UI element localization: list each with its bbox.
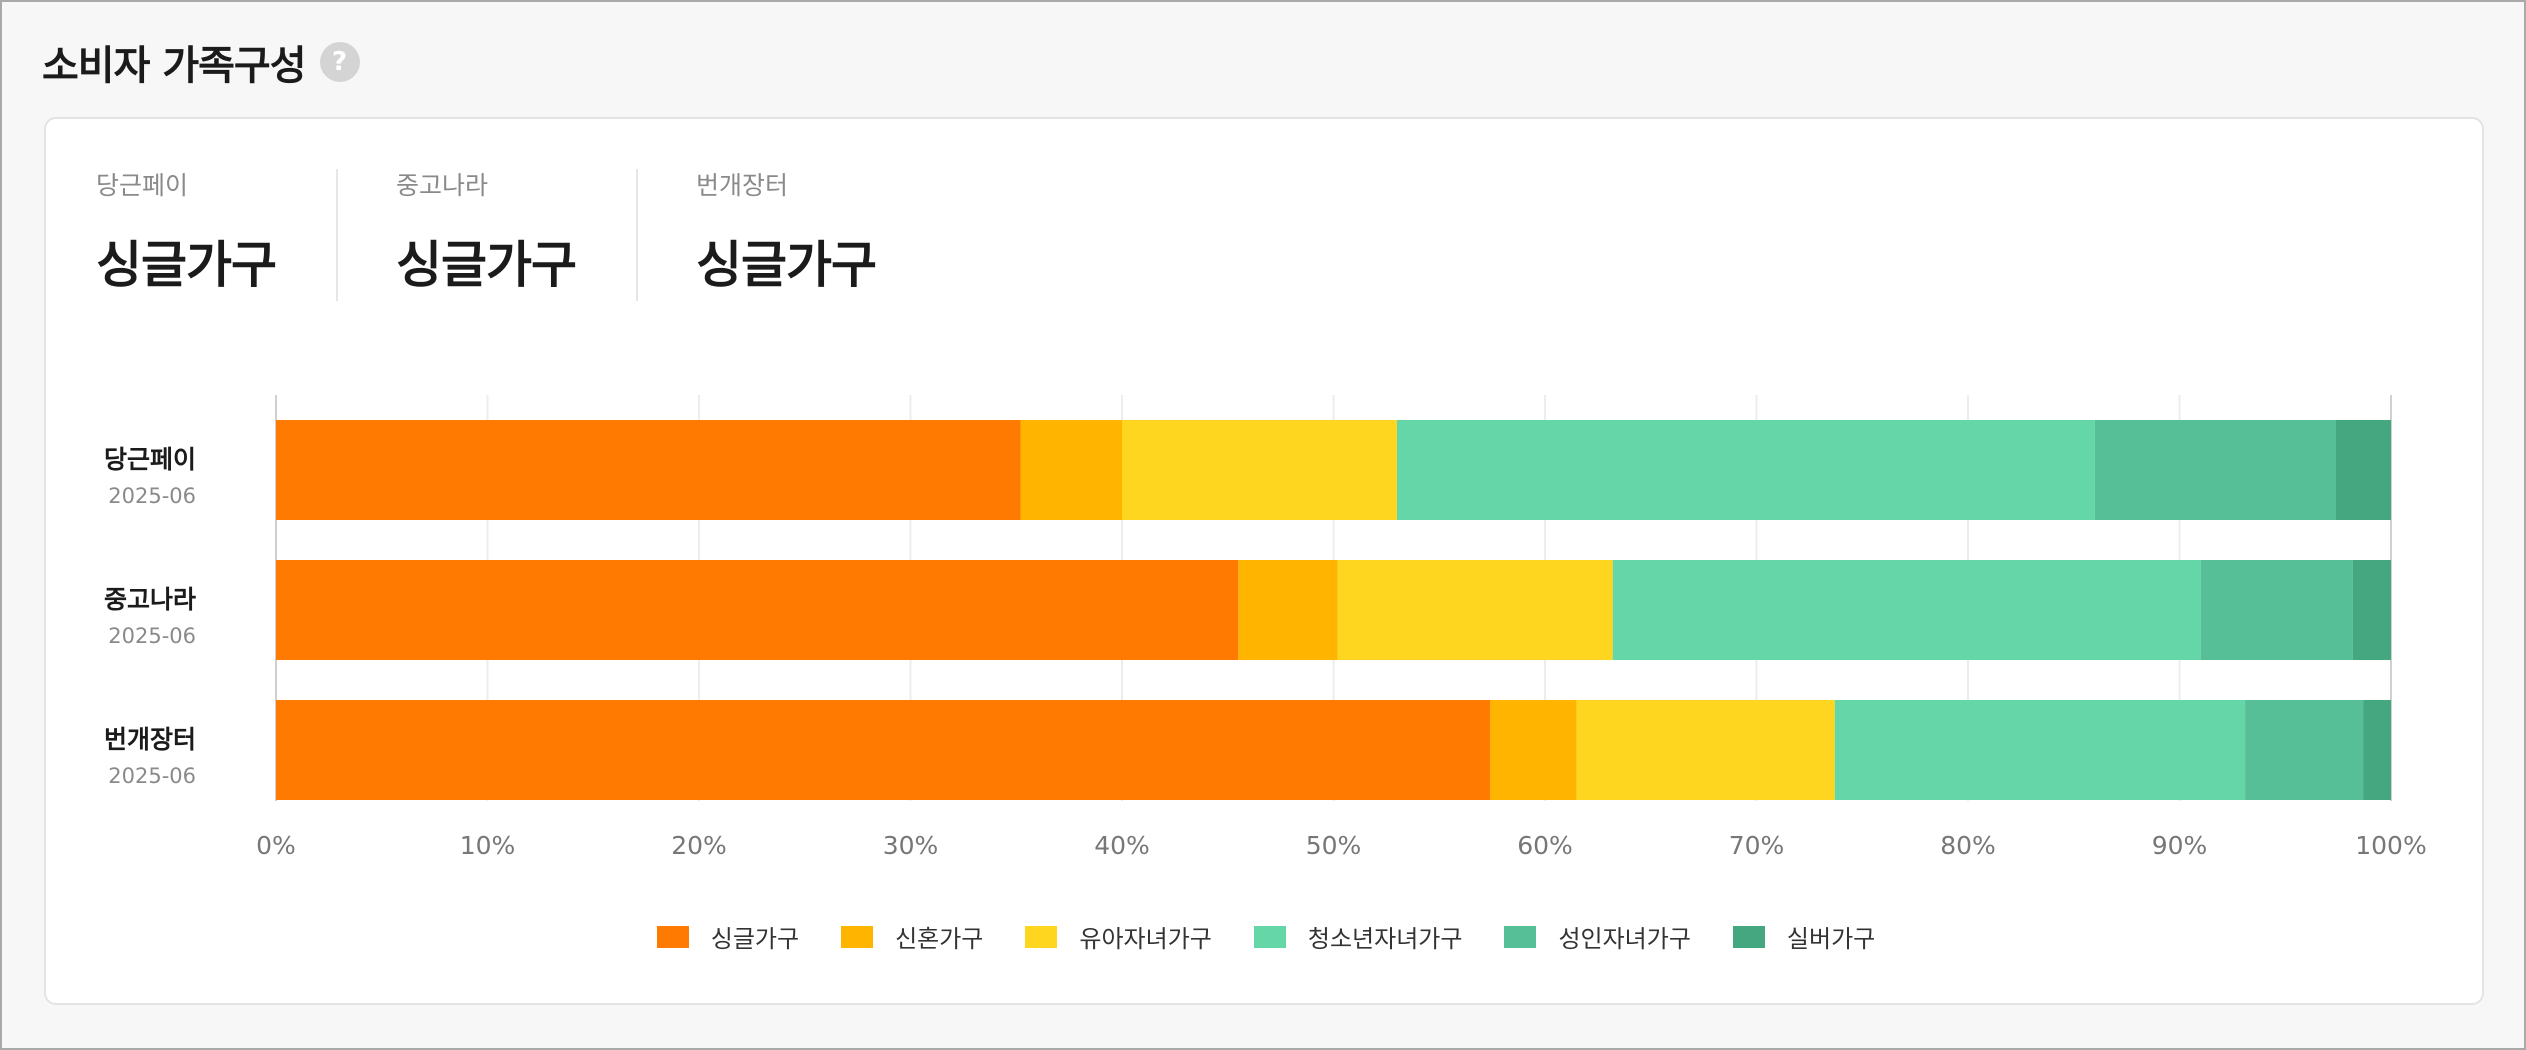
legend-label: 청소년자녀가구 xyxy=(1307,925,1463,953)
summary-value: 싱글가구 xyxy=(96,236,277,294)
bar-segment[interactable] xyxy=(2094,420,2337,520)
row-name: 중고나라 xyxy=(103,585,196,614)
legend-swatch xyxy=(841,925,874,948)
bar-segment[interactable] xyxy=(276,560,1239,660)
help-icon[interactable]: ? xyxy=(319,42,360,82)
legend-swatch xyxy=(656,925,689,948)
row-label: 번개장터 2025-06 xyxy=(104,720,196,788)
summary-label: 당근페이 xyxy=(96,171,189,200)
x-tick-label: 90% xyxy=(2152,831,2208,860)
x-tick-label: 70% xyxy=(1729,831,1785,860)
legend-swatch xyxy=(1504,925,1537,948)
x-tick-label: 100% xyxy=(2355,831,2426,860)
row-date: 2025-06 xyxy=(108,764,196,788)
legend-label: 신혼가구 xyxy=(895,925,984,953)
summary-item-bungaejangter: 번개장터 싱글가구 xyxy=(636,169,936,301)
bar-segment[interactable] xyxy=(2245,700,2364,800)
x-tick-label: 30% xyxy=(883,831,939,860)
legend-swatch xyxy=(1025,925,1058,948)
bar-segment[interactable] xyxy=(276,700,1491,800)
legend-item[interactable]: 성인자녀가구 xyxy=(1504,919,1691,954)
row-date: 2025-06 xyxy=(108,624,196,648)
row-label: 당근페이 2025-06 xyxy=(104,440,196,508)
row-name: 당근페이 xyxy=(103,445,196,474)
bar-segment[interactable] xyxy=(1122,420,1397,520)
summary-row: 당근페이 싱글가구 중고나라 싱글가구 번개장터 싱글가구 xyxy=(96,169,936,301)
bar-segment[interactable] xyxy=(1396,420,2095,520)
bar-segment[interactable] xyxy=(2352,560,2391,660)
legend-label: 유아자녀가구 xyxy=(1079,925,1212,953)
chart-legend: 싱글가구 신혼가구 유아자녀가구 청소년자녀가구 성인자녀가구 실버가구 xyxy=(46,919,2486,954)
row-name: 번개장터 xyxy=(103,725,196,754)
row-label: 중고나라 2025-06 xyxy=(104,580,196,648)
x-tick-label: 20% xyxy=(671,831,727,860)
bar-segment[interactable] xyxy=(276,420,1021,520)
summary-value: 싱글가구 xyxy=(396,236,577,294)
legend-label: 싱글가구 xyxy=(710,925,800,953)
legend-item[interactable]: 신혼가구 xyxy=(841,919,983,954)
chart-card: 당근페이 싱글가구 중고나라 싱글가구 번개장터 싱글가구 0% 10% 20% 30… xyxy=(44,117,2484,1005)
bar-segment[interactable] xyxy=(1576,700,1835,800)
legend-item[interactable]: 실버가구 xyxy=(1732,919,1876,954)
x-tick-label: 0% xyxy=(256,831,296,860)
section-header: 소비자 가족구성 ? xyxy=(42,32,360,92)
legend-item[interactable]: 싱글가구 xyxy=(656,919,800,954)
legend-item[interactable]: 청소년자녀가구 xyxy=(1253,919,1463,954)
x-tick-label: 50% xyxy=(1306,831,1362,860)
row-date: 2025-06 xyxy=(108,484,196,508)
section-title: 소비자 가족구성 xyxy=(42,43,307,89)
bar-segment[interactable] xyxy=(1490,700,1577,800)
bar-segment[interactable] xyxy=(1834,700,2246,800)
bar-segment[interactable] xyxy=(1612,560,2201,660)
bar-segment[interactable] xyxy=(1337,560,1613,660)
summary-value: 싱글가구 xyxy=(696,236,877,294)
bar-segment[interactable] xyxy=(1238,560,1338,660)
x-tick-label: 60% xyxy=(1517,831,1573,860)
legend-swatch xyxy=(1732,925,1765,948)
summary-label: 번개장터 xyxy=(696,171,789,200)
legend-label: 실버가구 xyxy=(1786,925,1876,953)
summary-item-junggonara: 중고나라 싱글가구 xyxy=(336,169,636,301)
summary-item-danggeunpay: 당근페이 싱글가구 xyxy=(96,169,336,297)
bar-segment[interactable] xyxy=(1020,420,1122,520)
chart-plot: 0% 10% 20% 30% 40% 50% 60% 70% 80% 90% 100% xyxy=(256,395,2427,860)
summary-label: 중고나라 xyxy=(396,171,489,200)
x-tick-label: 40% xyxy=(1094,831,1150,860)
bar-segment[interactable] xyxy=(2363,700,2391,800)
legend-label: 성인자녀가구 xyxy=(1558,925,1691,953)
legend-swatch xyxy=(1253,925,1286,948)
bar-segment[interactable] xyxy=(2200,560,2353,660)
legend-item[interactable]: 유아자녀가구 xyxy=(1025,919,1212,954)
x-tick-label: 80% xyxy=(1940,831,1996,860)
bar-segment[interactable] xyxy=(2336,420,2391,520)
stacked-bar-chart: 0% 10% 20% 30% 40% 50% 60% 70% 80% 90% 100% 당근페이 20… xyxy=(46,119,2486,1007)
x-tick-label: 10% xyxy=(460,831,516,860)
